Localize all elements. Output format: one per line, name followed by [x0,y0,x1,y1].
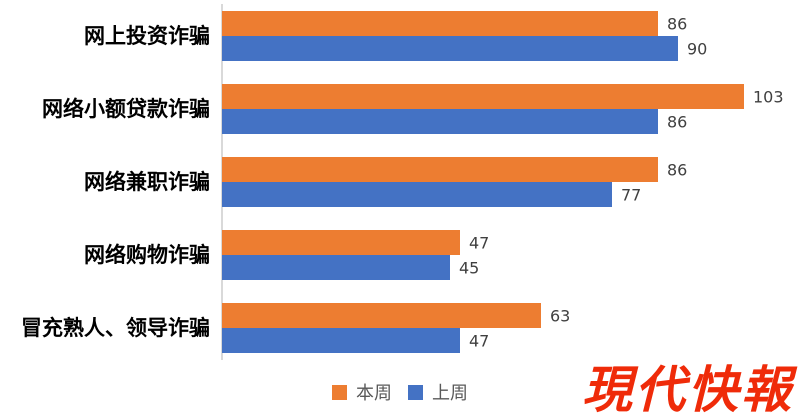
data-label: 103 [753,87,784,106]
data-label: 86 [667,14,688,33]
bar-上周: 90 [222,36,707,61]
bars: 103 86 [222,84,800,134]
bar-本周: 103 [222,84,784,109]
data-label: 47 [469,233,490,252]
data-label: 86 [667,160,688,179]
category-label: 网上投资诈骗 [84,23,210,48]
data-label: 45 [459,258,480,277]
bar-上周: 86 [222,109,687,134]
legend: 本周 上周 [0,379,800,405]
category-label: 冒充熟人、领导诈骗 [21,315,210,340]
newspaper-logo: 現代快報 [582,360,794,419]
bar-group: 网上投资诈骗 86 90 [0,11,800,61]
category-label: 网络购物诈骗 [84,242,210,267]
legend-label: 上周 [432,383,468,404]
bar-上周: 45 [222,255,479,280]
bar-上周: 47 [222,328,489,353]
bar-本周: 86 [222,157,687,182]
category-label: 网络小额贷款诈骗 [42,96,210,121]
bar-本周: 63 [222,303,570,328]
category-label: 网络兼职诈骗 [84,169,210,194]
data-label: 86 [667,112,688,131]
data-label: 63 [550,306,571,325]
bar-本周: 47 [222,230,489,255]
bar-group: 网络购物诈骗 47 45 [0,230,800,280]
bar-本周: 86 [222,11,687,36]
bars: 47 45 [222,230,800,280]
bars: 86 77 [222,157,800,207]
bar-group: 网络小额贷款诈骗 103 86 [0,84,800,134]
legend-item: 本周 [332,379,392,405]
bar-group: 冒充熟人、领导诈骗 63 47 [0,303,800,353]
legend-swatch-icon [332,384,347,400]
legend-item: 上周 [408,379,468,405]
bars: 86 90 [222,11,800,61]
chart-rows: 网上投资诈骗 86 90 网络小额贷款诈骗 103 86 网络兼职诈骗 86 77 网络购物诈骗 4… [0,11,800,353]
bar-group: 网络兼职诈骗 86 77 [0,157,800,207]
legend-swatch-icon [408,384,423,400]
legend-label: 本周 [356,383,392,404]
data-label: 90 [687,39,708,58]
data-label: 47 [469,331,490,350]
bar-上周: 77 [222,182,641,207]
bars: 63 47 [222,303,800,353]
data-label: 77 [621,185,642,204]
